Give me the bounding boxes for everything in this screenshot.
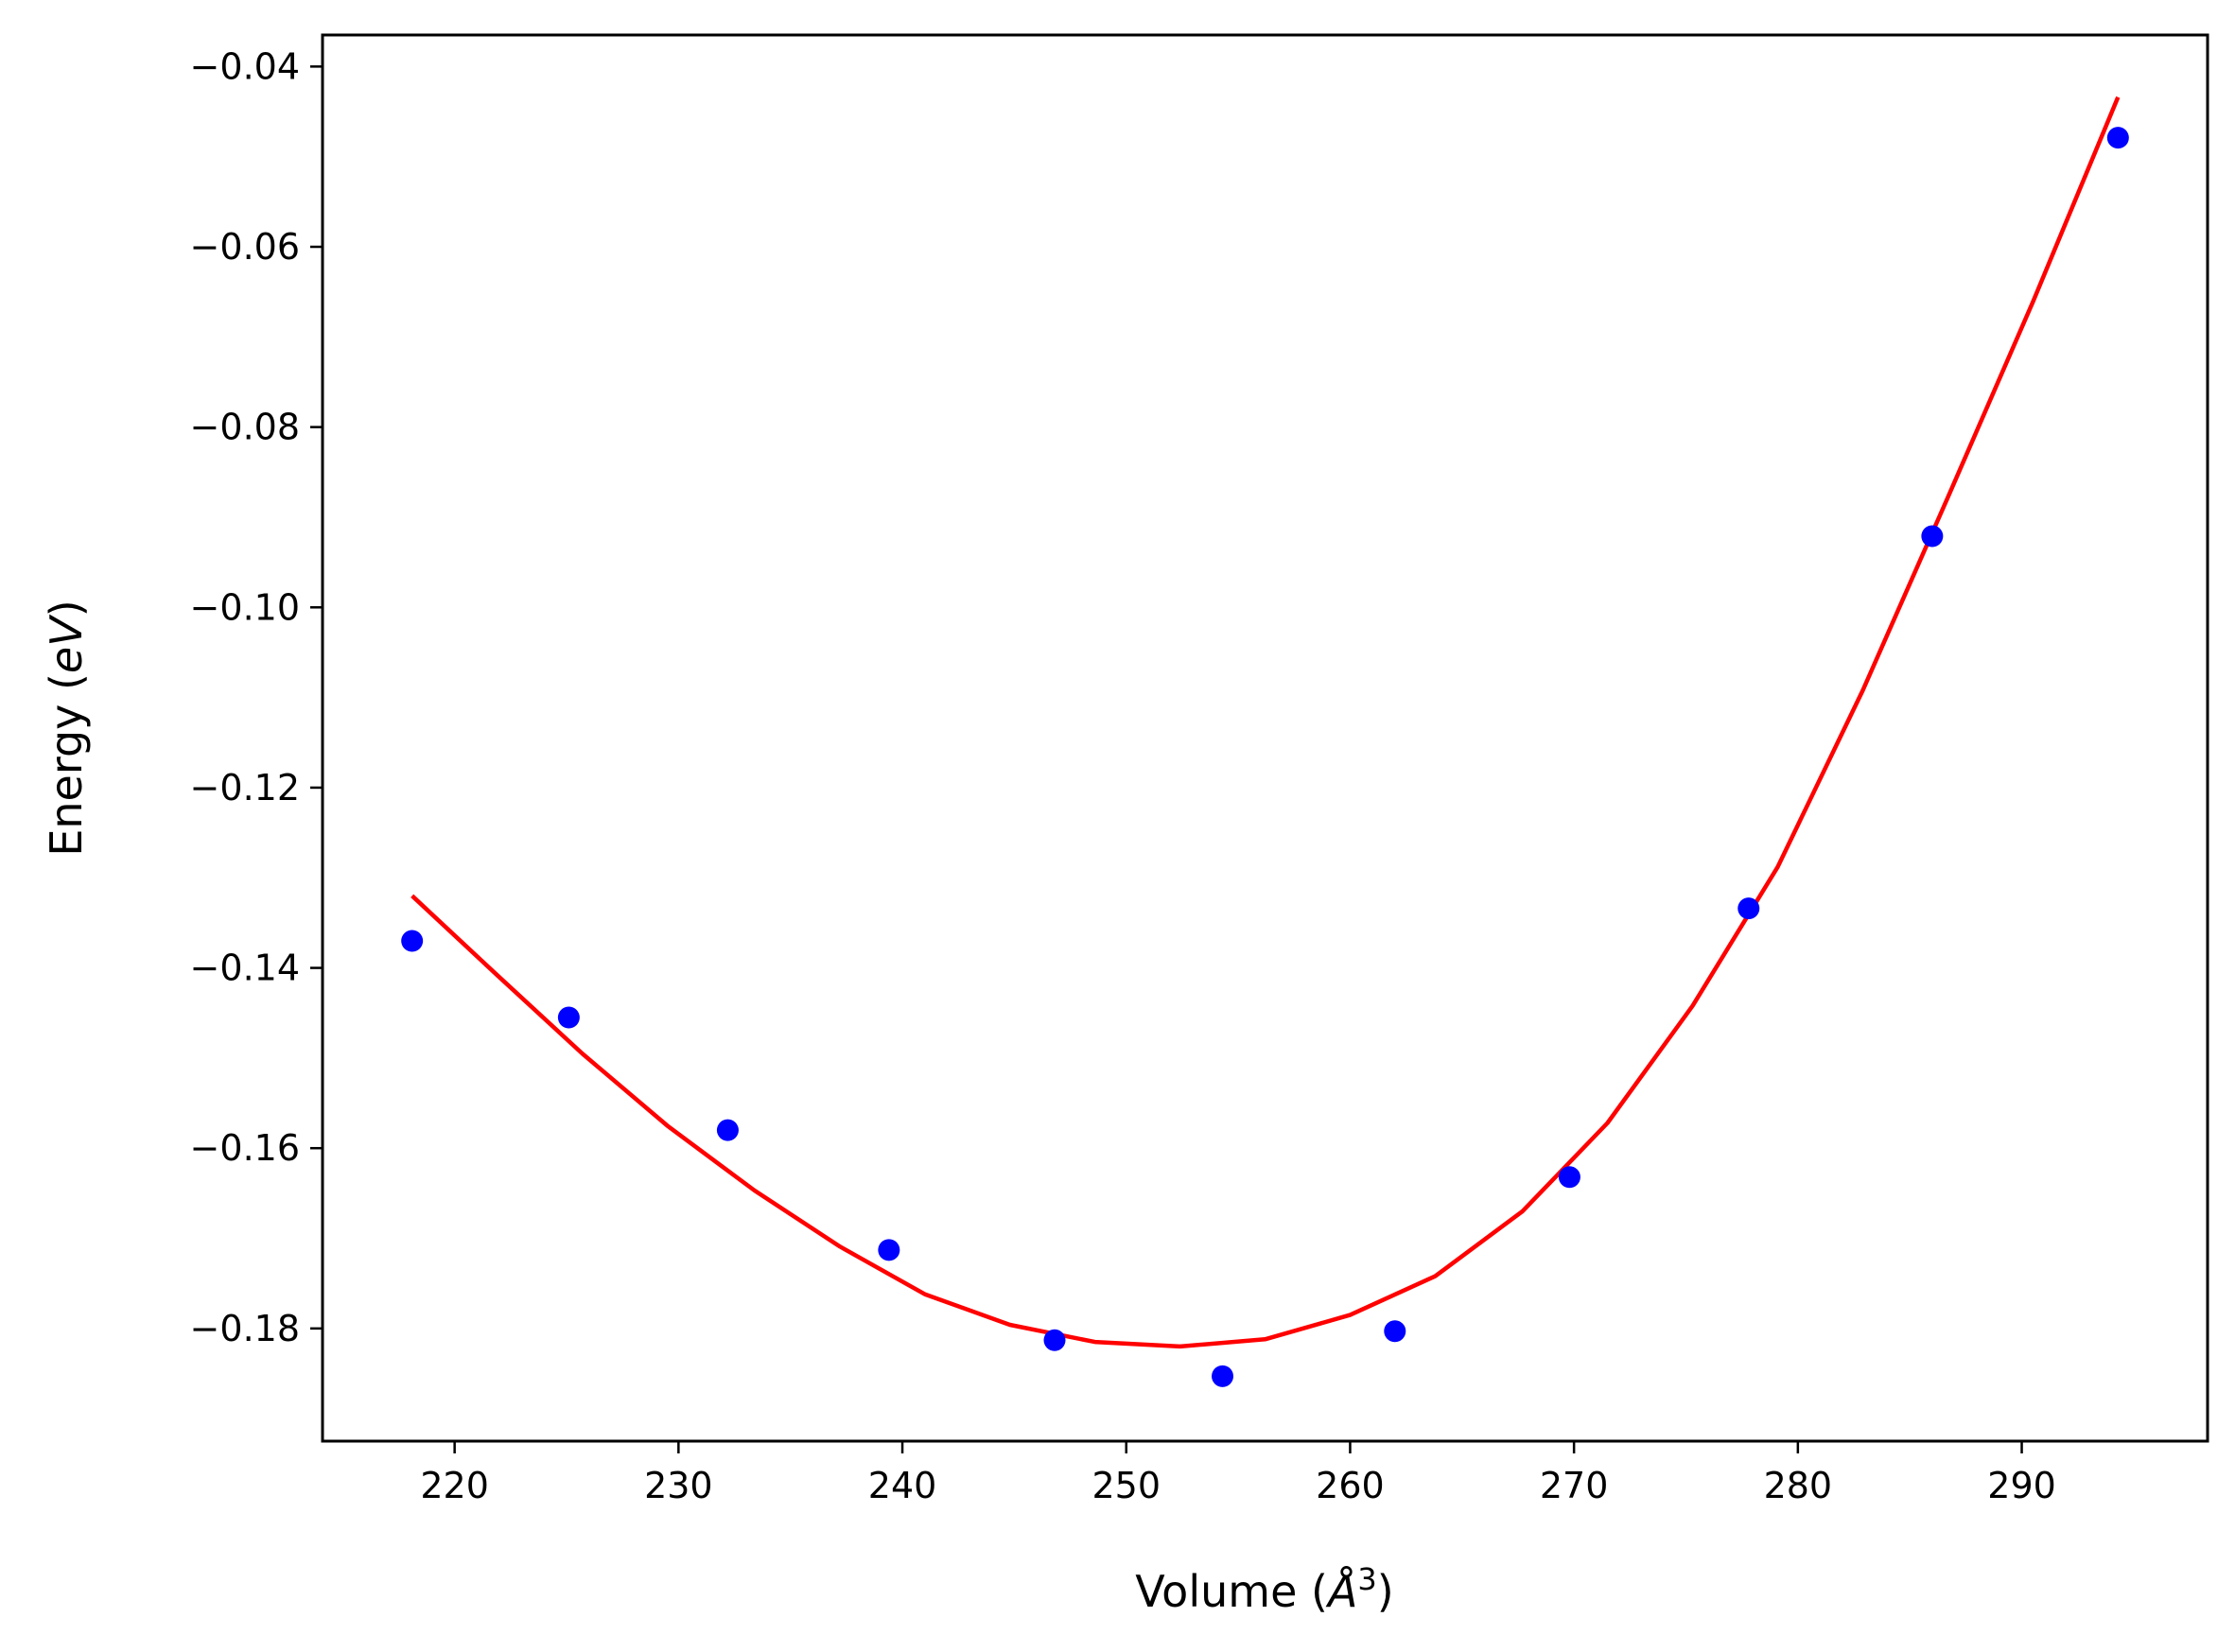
y-axis-title-prefix: Energy ( [41, 673, 92, 857]
y-axis-title: Energy (eV) [41, 600, 92, 856]
x-axis-ticks: 220 230 240 250 260 270 280 290 [420, 1441, 2056, 1506]
data-point [1212, 1365, 1234, 1387]
x-tick-label: 260 [1316, 1465, 1385, 1506]
x-tick-label: 240 [868, 1465, 937, 1506]
y-tick-label: −0.06 [190, 226, 300, 268]
data-point [557, 1006, 580, 1029]
fit-curve-line [410, 96, 2121, 1349]
y-tick-label: −0.08 [190, 407, 300, 448]
data-point [1558, 1166, 1580, 1189]
x-axis-title-unit: Å [1325, 1566, 1357, 1617]
x-tick-label: 250 [1091, 1465, 1161, 1506]
data-point [716, 1119, 739, 1141]
x-axis-title: Volume (Å3) [1135, 1561, 1393, 1617]
y-tick-label: −0.04 [190, 45, 300, 87]
x-axis-title-suffix: ) [1377, 1566, 1394, 1617]
y-tick-label: −0.18 [190, 1308, 300, 1349]
x-tick-label: 220 [420, 1465, 489, 1506]
data-point [1737, 897, 1760, 920]
y-tick-label: −0.14 [190, 948, 300, 989]
x-axis-title-prefix: Volume ( [1135, 1566, 1328, 1617]
data-point [2106, 127, 2129, 149]
data-point [401, 930, 424, 952]
y-tick-label: −0.12 [190, 767, 300, 809]
plot-area [323, 35, 2208, 1441]
data-point [878, 1239, 900, 1261]
y-axis-title-suffix: ) [41, 600, 92, 617]
y-tick-label: −0.10 [190, 586, 300, 628]
x-tick-label: 270 [1540, 1465, 1609, 1506]
plot-frame [321, 33, 2209, 1443]
y-tick-label: −0.16 [190, 1127, 300, 1169]
data-point [1384, 1320, 1406, 1343]
y-axis-title-unit: eV [41, 614, 92, 673]
data-point [1921, 525, 1944, 548]
x-tick-label: 280 [1764, 1465, 1833, 1506]
x-axis-title-exponent: 3 [1357, 1561, 1376, 1597]
x-tick-label: 230 [644, 1465, 713, 1506]
data-marks [401, 96, 2129, 1387]
data-point [1043, 1329, 1066, 1351]
y-axis-ticks: −0.04 −0.06 −0.08 −0.10 −0.12 −0.14 −0.16 −0.18 [190, 45, 323, 1349]
x-tick-label: 290 [1987, 1465, 2056, 1506]
